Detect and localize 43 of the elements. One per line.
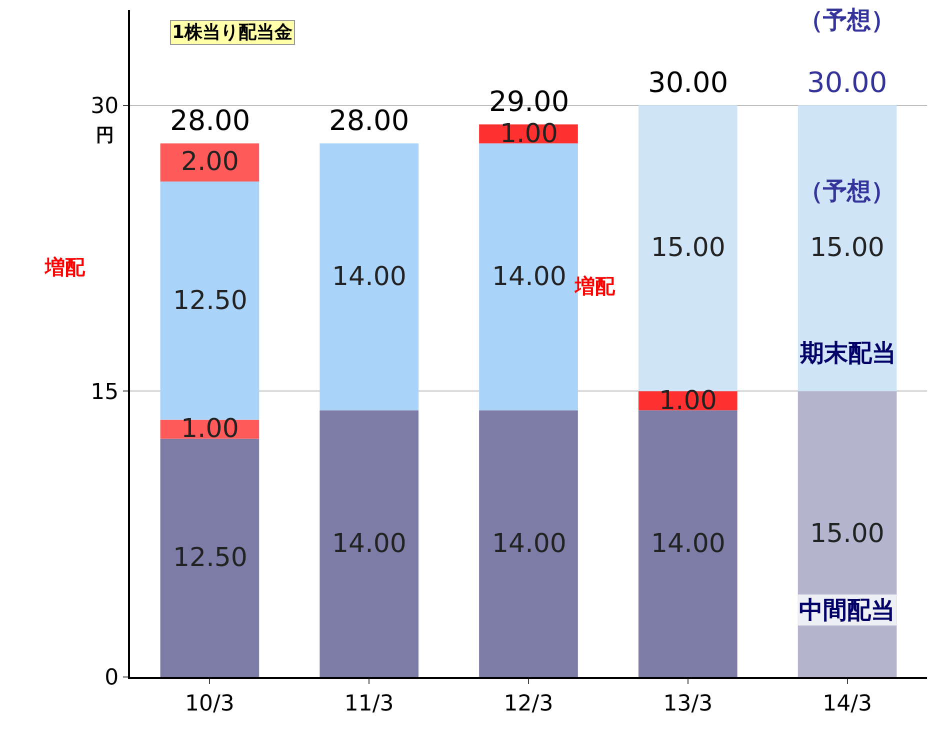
total-label: 30.00 <box>807 66 888 99</box>
total-label: 30.00 <box>648 66 728 99</box>
annotation: 増配 <box>574 274 616 298</box>
text: 増配 <box>44 255 86 279</box>
data-label: 14.00 <box>332 529 406 559</box>
bar <box>798 105 897 392</box>
annotation: （予想） <box>799 177 895 205</box>
data-label: 15.00 <box>810 233 884 263</box>
data-label: 12.50 <box>173 286 248 316</box>
total-label: 28.00 <box>329 104 410 137</box>
y-tick-label: 0 <box>104 666 119 691</box>
bar <box>638 105 738 392</box>
bar <box>320 143 419 410</box>
annotation: 1株当り配当金 <box>172 22 293 43</box>
annotation: 期末配当 <box>799 339 896 367</box>
bar <box>638 410 738 677</box>
data-label: 15.00 <box>810 519 884 549</box>
x-tick-label: 13/3 <box>663 691 713 716</box>
data-label: 14.00 <box>651 529 726 559</box>
x-tick-label: 10/3 <box>184 691 234 716</box>
x-tick-label: 11/3 <box>344 691 394 716</box>
annotation: 中間配当 <box>799 596 895 624</box>
total-label: 28.00 <box>170 104 250 137</box>
bar <box>479 410 578 677</box>
y-axis-title: 円 <box>96 125 114 146</box>
data-label: 2.00 <box>181 147 239 177</box>
data-label: 14.00 <box>332 262 406 292</box>
data-label: 1.00 <box>659 386 717 416</box>
y-tick-label: 15 <box>90 380 119 405</box>
data-label: 12.50 <box>173 543 248 573</box>
bar <box>160 438 260 677</box>
data-label: 1.00 <box>181 414 239 444</box>
annotation: （予想） <box>799 6 895 34</box>
data-label: 15.00 <box>651 233 726 263</box>
x-tick-label: 14/3 <box>822 691 872 716</box>
y-tick-label: 30 <box>90 94 119 119</box>
data-label: 14.00 <box>492 529 566 559</box>
bar <box>320 410 419 677</box>
data-label: 14.00 <box>492 262 566 292</box>
total-label: 29.00 <box>489 85 570 118</box>
x-tick-label: 12/3 <box>504 691 554 716</box>
bar <box>798 391 897 677</box>
data-label: 1.00 <box>500 119 558 149</box>
